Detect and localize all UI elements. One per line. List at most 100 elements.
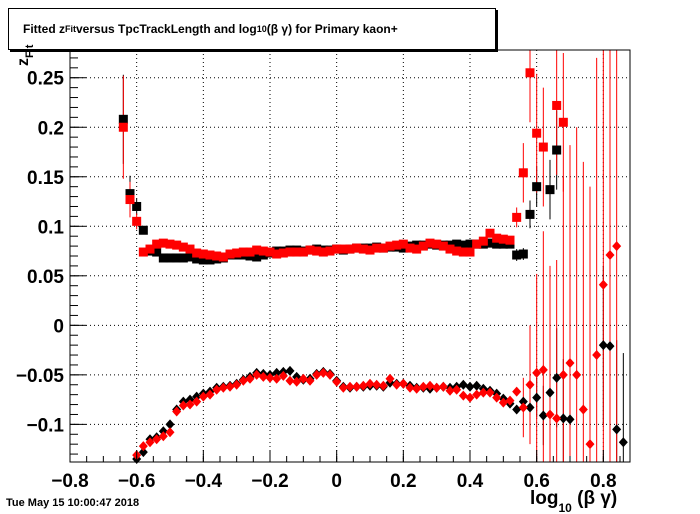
data-point-square [438,241,448,251]
data-point-square [392,240,402,250]
x-tick-label: −0.2 [251,471,289,492]
data-point-diamond [465,392,475,403]
title-mid: versus TpcTrackLength and log [76,22,257,36]
data-point-diamond [292,376,302,387]
data-point-square [498,234,508,244]
data-point-diamond [558,413,568,424]
data-point-diamond [138,441,148,452]
data-point-square [518,168,528,178]
data-point-diamond [232,379,242,390]
x-tick-label: 0.2 [390,471,416,492]
data-point-square [185,244,195,254]
y-tick-label: 0.25 [27,69,64,90]
data-point-square [178,253,188,263]
data-point-diamond [138,447,148,458]
data-point-diamond [618,437,628,448]
data-point-diamond [545,387,555,398]
data-point-diamond [498,397,508,408]
data-point-diamond [612,241,622,252]
data-point-square [485,228,495,238]
data-point-square [218,252,228,262]
x-tick-label: 0.6 [523,471,549,492]
data-point-diamond [205,389,215,400]
data-point-square [158,238,168,248]
data-point-square [498,239,508,249]
data-point-square [518,249,528,259]
data-point-square [132,216,142,226]
data-point-diamond [552,413,562,424]
data-point-square [205,255,215,265]
data-point-square [272,249,282,259]
data-point-square [265,247,275,257]
data-point-square [178,242,188,252]
x-tick-label: −0.8 [51,471,89,492]
data-point-square [332,244,342,254]
title-sub2: 10 [256,24,267,34]
data-point-diamond [225,381,235,392]
data-point-diamond [345,381,355,392]
data-point-square [478,236,488,246]
data-point-diamond [258,371,268,382]
data-point-diamond [338,382,348,393]
data-point-square [425,238,435,248]
data-point-diamond [572,369,582,380]
data-point-diamond [472,389,482,400]
data-point-square [125,195,135,205]
data-point-diamond [252,369,262,380]
data-point-diamond [592,350,602,361]
y-tick-label: 0.15 [27,168,64,189]
data-point-diamond [398,378,408,389]
data-point-diamond [458,379,468,390]
data-point-square [405,243,415,253]
data-point-square [165,239,175,249]
data-point-square [358,244,368,254]
x-tick-label: 0.4 [457,471,484,492]
data-point-square [298,247,308,257]
y-tick-label: 0.2 [38,118,64,139]
error-bars [122,50,624,462]
data-point-square [418,241,428,251]
y-axis-title-main: z [15,58,32,66]
data-point-square [465,247,475,257]
data-point-square [318,247,328,257]
data-point-diamond [425,380,435,391]
data-point-square [172,253,182,263]
data-point-square [305,245,315,255]
data-point-diamond [218,382,228,393]
data-point-diamond [265,372,275,383]
data-point-diamond [532,392,542,403]
data-point-diamond [605,341,615,352]
data-point-diamond [178,400,188,411]
data-points [118,68,628,465]
data-point-diamond [598,279,608,290]
data-point-diamond [172,406,182,417]
data-point-square [472,239,482,249]
chart-title: Fitted z Fit versus TpcTrackLength and lo… [8,8,496,50]
data-point-square [458,240,468,250]
data-point-diamond [612,424,622,435]
data-point-square [285,247,295,257]
title-sub: Fit [65,24,76,34]
data-point-diamond [585,439,595,450]
data-point-diamond [272,373,282,384]
data-point-square [278,248,288,258]
data-point-square [525,68,535,78]
data-point-square [292,247,302,257]
data-point-square [452,246,462,256]
y-tick-label: 0 [53,316,64,337]
data-point-diamond [298,373,308,384]
x-axis-title-main: log [530,488,559,509]
data-point-square [345,244,355,254]
data-point-diamond [378,380,388,391]
data-point-square [398,239,408,249]
data-point-diamond [552,372,562,383]
data-point-square [552,100,562,110]
data-point-diamond [198,391,208,402]
data-point-diamond [285,375,295,386]
data-point-square [532,128,542,138]
data-point-diamond [492,392,502,403]
data-point-square [505,235,515,245]
data-point-diamond [458,390,468,401]
data-point-square [152,247,162,257]
title-pre: Fitted z [23,22,65,36]
